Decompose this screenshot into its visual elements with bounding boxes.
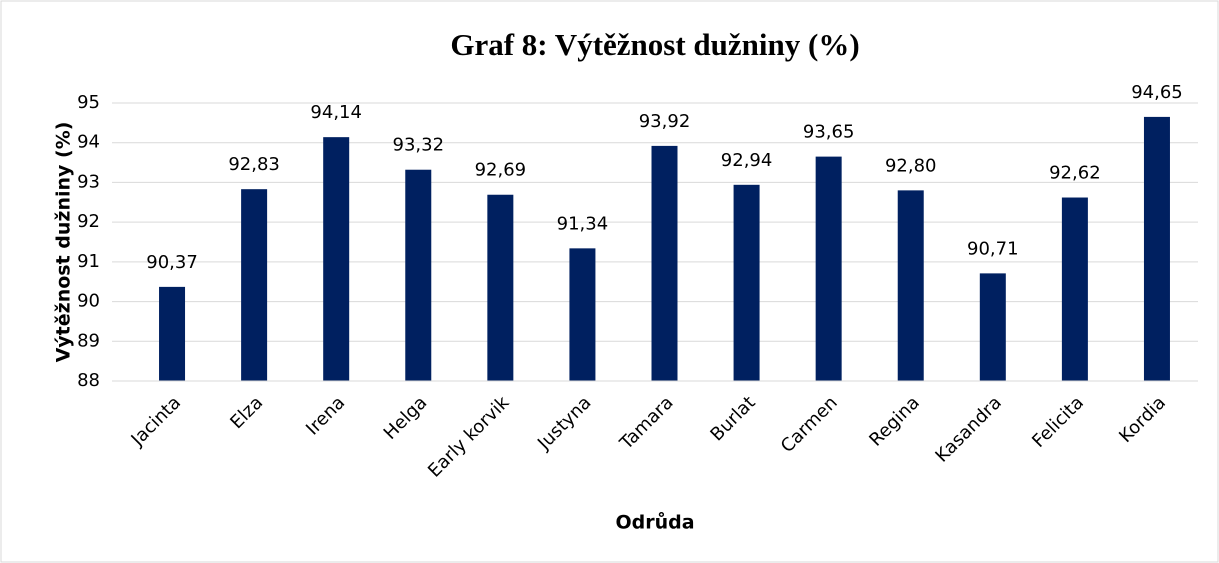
- y-tick-label: 93: [77, 171, 100, 192]
- bar: [979, 273, 1006, 381]
- value-label: 92,69: [475, 160, 527, 181]
- y-tick-label: 88: [77, 370, 100, 391]
- value-label: 90,71: [967, 238, 1019, 259]
- bar: [651, 145, 678, 381]
- bar: [323, 137, 350, 381]
- value-label: 93,92: [639, 111, 691, 132]
- value-label: 94,65: [1131, 82, 1183, 103]
- bar: [897, 190, 924, 381]
- value-label: 90,37: [146, 252, 198, 273]
- bar: [1143, 116, 1170, 382]
- value-label: 92,83: [228, 154, 280, 175]
- value-label: 92,94: [721, 150, 773, 171]
- bar: [241, 189, 268, 381]
- value-label: 94,14: [310, 102, 362, 123]
- bar: [487, 194, 514, 381]
- y-tick-label: 91: [77, 251, 100, 272]
- y-tick-label: 90: [77, 291, 100, 312]
- value-label: 92,80: [885, 155, 937, 176]
- x-axis-label: Odrůda: [615, 511, 694, 534]
- y-tick-label: 92: [77, 211, 100, 232]
- value-label: 92,62: [1049, 163, 1101, 184]
- value-label: 91,34: [557, 213, 609, 234]
- value-label: 93,65: [803, 122, 855, 143]
- y-tick-label: 94: [77, 132, 100, 153]
- bar: [569, 248, 596, 381]
- y-axis-label: Výtěžnost dužniny (%): [53, 122, 75, 363]
- bar: [1061, 197, 1088, 381]
- bar: [405, 169, 432, 381]
- value-label: 93,32: [393, 135, 445, 156]
- bar: [159, 286, 186, 381]
- y-tick-label: 95: [77, 92, 100, 113]
- bar: [815, 156, 842, 381]
- y-tick-label: 89: [77, 330, 100, 351]
- bar: [733, 184, 760, 381]
- chart-title: Graf 8: Výtěžnost dužniny (%): [450, 27, 859, 62]
